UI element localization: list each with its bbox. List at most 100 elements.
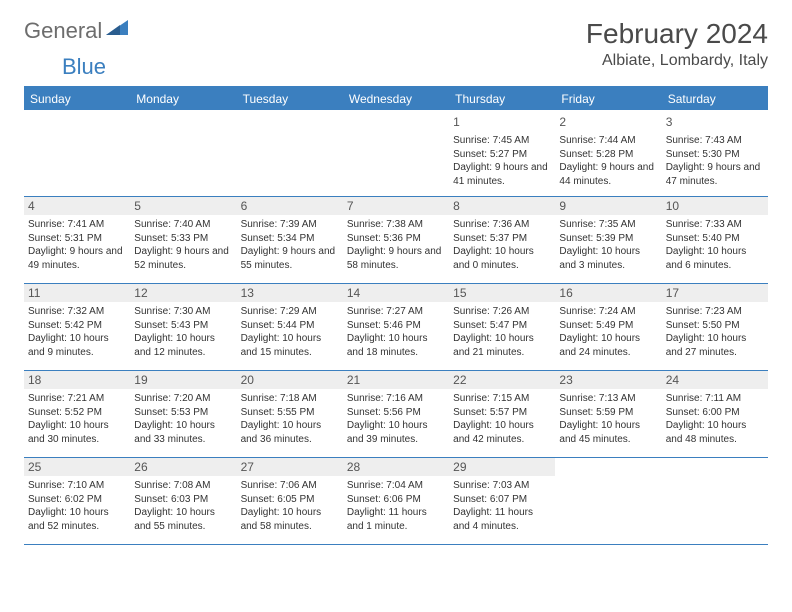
sun-info: Sunrise: 7:32 AMSunset: 5:42 PMDaylight:… <box>28 305 126 359</box>
day-cell: 7 Sunrise: 7:38 AMSunset: 5:36 PMDaylight… <box>343 197 449 283</box>
logo-text-general: General <box>24 18 102 44</box>
day-cell: 13Sunrise: 7:29 AMSunset: 5:44 PMDayligh… <box>237 284 343 370</box>
day-cell: 18 Sunrise: 7:21 AMSunset: 5:52 PMDayligh… <box>24 371 130 457</box>
day-cell: 20 Sunrise: 7:18 AMSunset: 5:55 PMDayligh… <box>237 371 343 457</box>
day-cell: 1Sunrise: 7:45 AMSunset: 5:27 PMDaylight… <box>449 110 555 196</box>
sun-info: Sunrise: 7:44 AMSunset: 5:28 PMDaylight:… <box>559 134 657 188</box>
sun-info: Sunrise: 7:16 AMSunset: 5:56 PMDaylight:… <box>347 392 445 446</box>
sun-info: Sunrise: 7:26 AMSunset: 5:47 PMDaylight:… <box>453 305 551 359</box>
sun-info: Sunrise: 7:36 AMSunset: 5:37 PMDaylight:… <box>453 218 551 272</box>
day-header-row: Sunday Monday Tuesday Wednesday Thursday… <box>24 88 768 110</box>
sun-info: Sunrise: 7:03 AMSunset: 6:07 PMDaylight:… <box>453 479 551 533</box>
day-header-saturday: Saturday <box>662 88 768 110</box>
day-number: 2 <box>555 113 661 131</box>
sun-info: Sunrise: 7:11 AMSunset: 6:00 PMDaylight:… <box>666 392 764 446</box>
day-number: 19 <box>130 371 236 389</box>
sun-info: Sunrise: 7:30 AMSunset: 5:43 PMDaylight:… <box>134 305 232 359</box>
day-number: 22 <box>449 371 555 389</box>
day-number: 10 <box>662 197 768 215</box>
month-title: February 2024 <box>586 18 768 50</box>
day-number: 15 <box>449 284 555 302</box>
day-cell: 16Sunrise: 7:24 AMSunset: 5:49 PMDayligh… <box>555 284 661 370</box>
day-cell <box>24 110 130 196</box>
week-row: 4 Sunrise: 7:41 AMSunset: 5:31 PMDaylight… <box>24 197 768 284</box>
sun-info: Sunrise: 7:38 AMSunset: 5:36 PMDaylight:… <box>347 218 445 272</box>
day-number: 9 <box>555 197 661 215</box>
week-row: 18 Sunrise: 7:21 AMSunset: 5:52 PMDayligh… <box>24 371 768 458</box>
day-number: 13 <box>237 284 343 302</box>
day-number: 1 <box>449 113 555 131</box>
sun-info: Sunrise: 7:08 AMSunset: 6:03 PMDaylight:… <box>134 479 232 533</box>
day-cell: 29 Sunrise: 7:03 AMSunset: 6:07 PMDayligh… <box>449 458 555 544</box>
day-number: 25 <box>24 458 130 476</box>
day-number: 7 <box>343 197 449 215</box>
sun-info: Sunrise: 7:40 AMSunset: 5:33 PMDaylight:… <box>134 218 232 272</box>
logo: General <box>24 18 130 44</box>
day-number: 4 <box>24 197 130 215</box>
sun-info: Sunrise: 7:15 AMSunset: 5:57 PMDaylight:… <box>453 392 551 446</box>
sun-info: Sunrise: 7:06 AMSunset: 6:05 PMDaylight:… <box>241 479 339 533</box>
day-cell: 24Sunrise: 7:11 AMSunset: 6:00 PMDayligh… <box>662 371 768 457</box>
day-number: 17 <box>662 284 768 302</box>
sun-info: Sunrise: 7:10 AMSunset: 6:02 PMDaylight:… <box>28 479 126 533</box>
day-number: 3 <box>662 113 768 131</box>
day-cell: 4 Sunrise: 7:41 AMSunset: 5:31 PMDaylight… <box>24 197 130 283</box>
day-cell: 23 Sunrise: 7:13 AMSunset: 5:59 PMDayligh… <box>555 371 661 457</box>
day-cell: 14 Sunrise: 7:27 AMSunset: 5:46 PMDayligh… <box>343 284 449 370</box>
day-cell <box>555 458 661 544</box>
week-row: 11 Sunrise: 7:32 AMSunset: 5:42 PMDayligh… <box>24 284 768 371</box>
sun-info: Sunrise: 7:24 AMSunset: 5:49 PMDaylight:… <box>559 305 657 359</box>
sun-info: Sunrise: 7:23 AMSunset: 5:50 PMDaylight:… <box>666 305 764 359</box>
day-cell <box>343 110 449 196</box>
day-cell: 9 Sunrise: 7:35 AMSunset: 5:39 PMDaylight… <box>555 197 661 283</box>
day-cell: 27Sunrise: 7:06 AMSunset: 6:05 PMDayligh… <box>237 458 343 544</box>
day-number: 20 <box>237 371 343 389</box>
day-cell: 10 Sunrise: 7:33 AMSunset: 5:40 PMDayligh… <box>662 197 768 283</box>
day-cell <box>130 110 236 196</box>
day-number: 11 <box>24 284 130 302</box>
day-number: 29 <box>449 458 555 476</box>
day-cell: 19 Sunrise: 7:20 AMSunset: 5:53 PMDayligh… <box>130 371 236 457</box>
day-header-thursday: Thursday <box>449 88 555 110</box>
logo-triangle-icon <box>106 20 128 43</box>
sun-info: Sunrise: 7:41 AMSunset: 5:31 PMDaylight:… <box>28 218 126 272</box>
day-number: 18 <box>24 371 130 389</box>
day-cell <box>237 110 343 196</box>
day-header-monday: Monday <box>130 88 236 110</box>
sun-info: Sunrise: 7:39 AMSunset: 5:34 PMDaylight:… <box>241 218 339 272</box>
sun-info: Sunrise: 7:04 AMSunset: 6:06 PMDaylight:… <box>347 479 445 533</box>
sun-info: Sunrise: 7:21 AMSunset: 5:52 PMDaylight:… <box>28 392 126 446</box>
day-cell: 8Sunrise: 7:36 AMSunset: 5:37 PMDaylight… <box>449 197 555 283</box>
day-cell: 3 Sunrise: 7:43 AMSunset: 5:30 PMDaylight… <box>662 110 768 196</box>
day-cell: 5 Sunrise: 7:40 AMSunset: 5:33 PMDaylight… <box>130 197 236 283</box>
day-cell: 15 Sunrise: 7:26 AMSunset: 5:47 PMDayligh… <box>449 284 555 370</box>
day-cell: 17 Sunrise: 7:23 AMSunset: 5:50 PMDayligh… <box>662 284 768 370</box>
day-cell: 26 Sunrise: 7:08 AMSunset: 6:03 PMDayligh… <box>130 458 236 544</box>
day-number: 26 <box>130 458 236 476</box>
day-cell: 2 Sunrise: 7:44 AMSunset: 5:28 PMDaylight… <box>555 110 661 196</box>
day-cell <box>662 458 768 544</box>
day-number: 6 <box>237 197 343 215</box>
day-number: 5 <box>130 197 236 215</box>
sun-info: Sunrise: 7:43 AMSunset: 5:30 PMDaylight:… <box>666 134 764 188</box>
day-header-friday: Friday <box>555 88 661 110</box>
day-number: 23 <box>555 371 661 389</box>
sun-info: Sunrise: 7:20 AMSunset: 5:53 PMDaylight:… <box>134 392 232 446</box>
day-cell: 12Sunrise: 7:30 AMSunset: 5:43 PMDayligh… <box>130 284 236 370</box>
week-row: 1Sunrise: 7:45 AMSunset: 5:27 PMDaylight… <box>24 110 768 197</box>
weeks-container: 1Sunrise: 7:45 AMSunset: 5:27 PMDaylight… <box>24 110 768 545</box>
day-cell: 28 Sunrise: 7:04 AMSunset: 6:06 PMDayligh… <box>343 458 449 544</box>
sun-info: Sunrise: 7:13 AMSunset: 5:59 PMDaylight:… <box>559 392 657 446</box>
day-header-wednesday: Wednesday <box>343 88 449 110</box>
day-header-sunday: Sunday <box>24 88 130 110</box>
week-row: 25 Sunrise: 7:10 AMSunset: 6:02 PMDayligh… <box>24 458 768 545</box>
sun-info: Sunrise: 7:18 AMSunset: 5:55 PMDaylight:… <box>241 392 339 446</box>
sun-info: Sunrise: 7:33 AMSunset: 5:40 PMDaylight:… <box>666 218 764 272</box>
sun-info: Sunrise: 7:35 AMSunset: 5:39 PMDaylight:… <box>559 218 657 272</box>
day-number: 28 <box>343 458 449 476</box>
sun-info: Sunrise: 7:27 AMSunset: 5:46 PMDaylight:… <box>347 305 445 359</box>
logo-text-blue: Blue <box>62 54 106 79</box>
day-cell: 11 Sunrise: 7:32 AMSunset: 5:42 PMDayligh… <box>24 284 130 370</box>
day-number: 14 <box>343 284 449 302</box>
day-cell: 6 Sunrise: 7:39 AMSunset: 5:34 PMDaylight… <box>237 197 343 283</box>
